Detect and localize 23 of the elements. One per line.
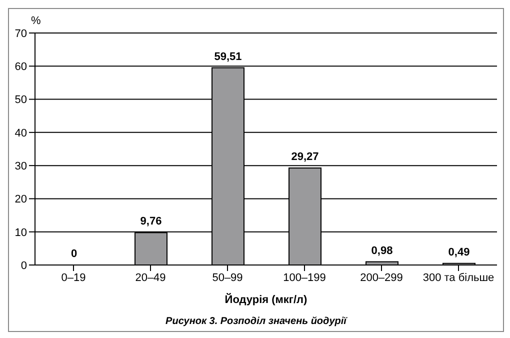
data-label: 29,27 [291,150,319,163]
y-tick-label: 70 [14,28,27,40]
x-tick-label: 200–299 [360,272,403,284]
x-tick-label: 300 та більше [422,272,494,284]
x-tick-label: 0–19 [61,272,86,284]
x-tick-label: 50–99 [212,272,243,284]
y-tick-label: 10 [14,226,27,239]
data-label: 0,49 [448,246,470,258]
y-tick-label: 60 [14,61,27,74]
text: Рисунок 3. Розподіл значень йодурії [164,316,348,327]
y-tick-label: 40 [14,127,27,140]
data-label: 0,98 [371,244,393,257]
data-label: 9,76 [140,216,162,228]
x-tick-label: 20–49 [135,272,166,284]
y-tick-label: 20 [14,194,27,206]
data-label: 59,51 [214,50,242,63]
data-label: 0 [70,248,78,260]
y-tick-label: 0 [20,260,27,272]
y-tick-label: 50 [14,94,27,106]
x-tick-label: 100–199 [283,272,326,284]
y-axis-title: % [31,15,41,27]
y-tick-label: 30 [14,160,27,172]
x-axis-title: Йодурія (мкг/л) [224,293,308,306]
